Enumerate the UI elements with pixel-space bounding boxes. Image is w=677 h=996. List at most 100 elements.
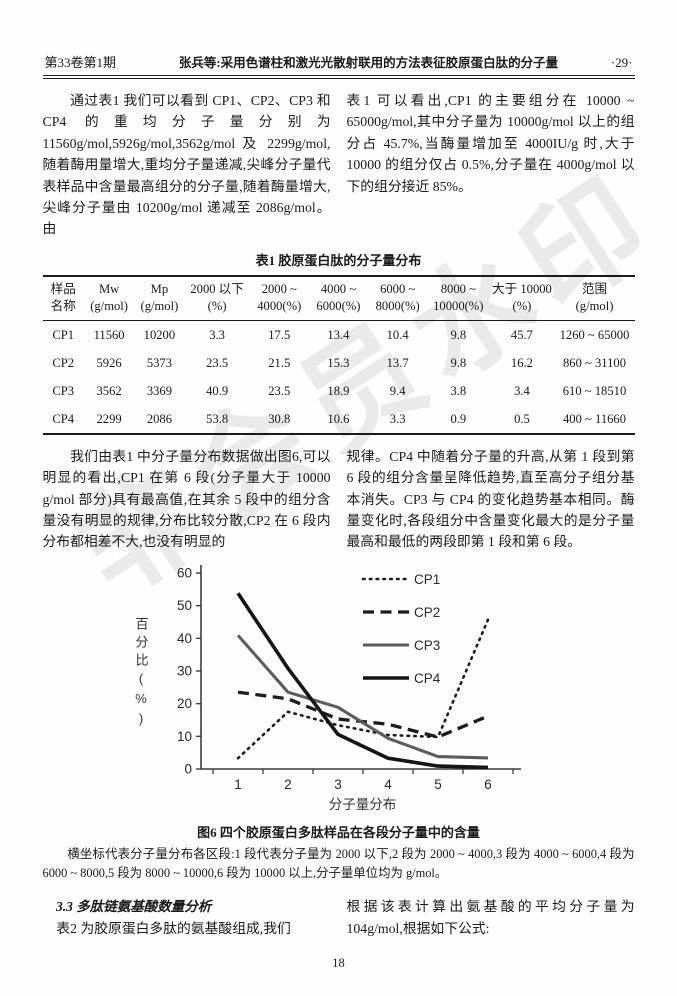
- x-tick-label: 3: [334, 777, 342, 792]
- table1-cell: 3562: [96, 383, 122, 398]
- table1-cell: 0.5: [514, 411, 530, 426]
- table1-header-row: 样品 名称 Mw (g/mol) Mp (g/mol) 2000 以下 (%) 2000 ~40…: [42, 275, 635, 321]
- table1-cell: 860 ~ 31100: [562, 355, 627, 370]
- header-page-marker: ·29·: [610, 55, 633, 70]
- section-3-3-left-text: 表2 为胶原蛋白多肽的氨基酸组成,我们: [56, 920, 291, 936]
- figure6-block: 百分比(%) 0 10 20 30 40 50 60 1 2 3 4 5 6 CP1 CP2 CP3 CP4 分…: [43, 559, 635, 884]
- table1-row: CP3 3562 3369 40.9 23.5 18.9 9.4 3.8 3.4 610 ~ 18…: [43, 377, 635, 405]
- paragraph-2-right: 规律。CP4 中随着分子量的升高,从第 1 段到第 6 段的组分含量呈降低趋势,…: [346, 448, 635, 550]
- table1-cell: 2299: [96, 411, 122, 426]
- series-line-cp4: [236, 592, 488, 770]
- table1-cell: CP3: [52, 383, 75, 398]
- table1-cell: 400 ~ 11660: [562, 411, 627, 426]
- y-tick-label: 60: [176, 565, 191, 580]
- paragraph-2-left: 我们由表1 中分子量分布数据做出图6,可以明显的看出,CP1 在第 6 段(分子…: [42, 448, 331, 550]
- y-tick-label: 40: [176, 631, 191, 646]
- paragraph-block-2: 我们由表1 中分子量分布数据做出图6,可以明显的看出,CP1 在第 6 段(分子…: [43, 446, 635, 553]
- y-tick-label: 10: [176, 729, 191, 744]
- table1-cell: CP2: [52, 355, 75, 370]
- table1-cell: 10.4: [386, 327, 409, 342]
- y-tick-label: 30: [176, 663, 191, 678]
- figure6-line-chart: 0 10 20 30 40 50 60 1 2 3 4 5 6 CP1 CP2 CP3 CP4: [176, 564, 521, 792]
- table1-body: CP1 11560 10200 3.3 17.5 13.4 10.4 9.8 45.7 1260 …: [43, 320, 635, 434]
- legend-label-cp3: CP3: [414, 638, 440, 653]
- table1-cell: 3369: [146, 383, 172, 398]
- table1-head: 样品 名称 Mw (g/mol) Mp (g/mol) 2000 以下 (%) 2000 ~40…: [42, 275, 635, 321]
- table1-cell: CP4: [52, 411, 75, 426]
- x-tick-label: 4: [384, 777, 392, 792]
- series-line-cp1: [236, 618, 489, 760]
- table1-cell: 1260 ~ 65000: [559, 327, 630, 342]
- table1-cell: 3.8: [450, 383, 467, 398]
- table1-col-header-2: Mp (g/mol): [134, 275, 185, 321]
- table1-cell: 13.4: [327, 327, 350, 342]
- series-line-cp3: [236, 634, 488, 760]
- y-tick-label: 50: [176, 598, 191, 613]
- table1-cell: 9.8: [450, 327, 467, 342]
- table1-cell: 53.8: [206, 411, 229, 426]
- table1-cell: 15.3: [327, 355, 350, 370]
- y-tick-label: 0: [184, 761, 192, 776]
- table1-cell: 30.8: [268, 411, 291, 426]
- table1-cell: 11560: [93, 327, 125, 342]
- x-tick-label: 5: [434, 777, 442, 792]
- table1-cell: 10.6: [327, 411, 350, 426]
- table1-cell: 10200: [143, 327, 176, 342]
- table1-cell: 0.9: [450, 411, 467, 426]
- table1-cell: 17.5: [268, 327, 291, 342]
- table1-cell: 3.3: [389, 411, 406, 426]
- table1-cell: 3.4: [514, 383, 530, 398]
- paragraph-1-right: 表1 可以看出,CP1 的主要组分在 10000 ~ 65000g/mol,其中…: [346, 93, 635, 194]
- table1-cell: 5373: [146, 355, 172, 370]
- table1-cell: 9.8: [450, 355, 467, 370]
- table1-cell: 21.5: [268, 355, 291, 370]
- legend-label-cp1: CP1: [414, 572, 440, 587]
- table1-row: CP2 5926 5373 23.5 21.5 15.3 13.7 9.8 16.2 860 ~ …: [43, 349, 635, 377]
- figure6-x-axis-label: 分子量分布: [328, 796, 397, 812]
- legend-label-cp4: CP4: [414, 671, 441, 686]
- table1-cell: 45.7: [510, 327, 533, 342]
- table1-cell: 3.3: [209, 327, 225, 342]
- paragraph-1-left: 通过表1 我们可以看到 CP1、CP2、CP3 和 CP4 的重均分子量分别为 …: [42, 93, 331, 237]
- section-3-3-heading: 3.3 多肽链氨基酸数量分析: [56, 898, 212, 914]
- table1-cell: 18.9: [327, 383, 350, 398]
- figure6-chart-row: 百分比(%) 0 10 20 30 40 50 60 1 2 3 4 5 6 CP1 CP2 CP3 CP4: [131, 559, 635, 795]
- page-header: 第33卷第1期 张兵等:采用色谱柱和激光光散射联用的方法表征胶原蛋白肽的分子量 …: [43, 52, 635, 75]
- table1-col-header-5: 4000 ~6000(%): [308, 275, 369, 321]
- table1-cell: 2086: [146, 411, 172, 426]
- section-3-3-right-column: 根据该表计算出氨基酸的平均分子量为 104g/mol,根据如下公式:: [346, 898, 635, 936]
- table1-block: 表1 胶原蛋白肽的分子量分布 样品 名称 Mw (g/mol) Mp (g/mol) 200…: [42, 250, 635, 435]
- table1: 样品 名称 Mw (g/mol) Mp (g/mol) 2000 以下 (%) 2000 ~40…: [42, 274, 635, 435]
- table1-cell: 5926: [96, 355, 122, 370]
- table1-row: CP4 2299 2086 53.8 30.8 10.6 3.3 0.9 0.5 400 ~ 11…: [43, 405, 635, 434]
- table1-cell: CP1: [52, 327, 75, 342]
- figure6-note: 横坐标代表分子量分布各区段:1 段代表分子量为 2000 以下,2 段为 200…: [42, 846, 635, 881]
- table1-col-header-8: 大于 10000 (%): [489, 275, 555, 321]
- table1-cell: 610 ~ 18510: [562, 383, 627, 398]
- table1-cell: 9.4: [389, 383, 406, 398]
- table1-row: CP1 11560 10200 3.3 17.5 13.4 10.4 9.8 45.7 1260 …: [43, 320, 635, 349]
- running-title: 张兵等:采用色谱柱和激光光散射联用的方法表征胶原蛋白肽的分子量: [178, 56, 559, 70]
- table1-col-header-9: 范围 (g/mol): [554, 275, 635, 321]
- x-tick-label: 1: [234, 777, 242, 792]
- table1-col-header-0: 样品 名称: [42, 275, 84, 321]
- journal-issue: 第33卷第1期: [44, 55, 117, 70]
- legend-label-cp2: CP2: [414, 605, 440, 620]
- table1-cell: 40.9: [206, 383, 229, 398]
- y-tick-label: 20: [176, 696, 191, 711]
- header-double-rule: [42, 75, 635, 79]
- section-3-3-left-column: 3.3 多肽链氨基酸数量分析 表2 为胶原蛋白多肽的氨基酸组成,我们: [43, 896, 331, 940]
- table1-col-header-3: 2000 以下 (%): [184, 275, 250, 321]
- table1-title: 表1 胶原蛋白肽的分子量分布: [255, 252, 422, 268]
- figure6-caption: 图6 四个胶原蛋白多肽样品在各段分子量中的含量: [197, 824, 480, 840]
- table1-cell: 23.5: [268, 383, 291, 398]
- table1-cell: 13.7: [386, 355, 409, 370]
- table1-col-header-1: Mw (g/mol): [83, 275, 135, 321]
- page-number: 18: [332, 955, 345, 970]
- x-tick-label: 6: [484, 777, 492, 792]
- figure6-y-axis-label: 百分比(%): [133, 616, 149, 731]
- section-3-3-block: 3.3 多肽链氨基酸数量分析 表2 为胶原蛋白多肽的氨基酸组成,我们 根据该表计…: [43, 896, 635, 940]
- table1-col-header-4: 2000 ~4000(%): [249, 275, 309, 321]
- table1-cell: 16.2: [510, 355, 533, 370]
- table1-col-header-7: 8000 ~10000(%): [427, 275, 490, 321]
